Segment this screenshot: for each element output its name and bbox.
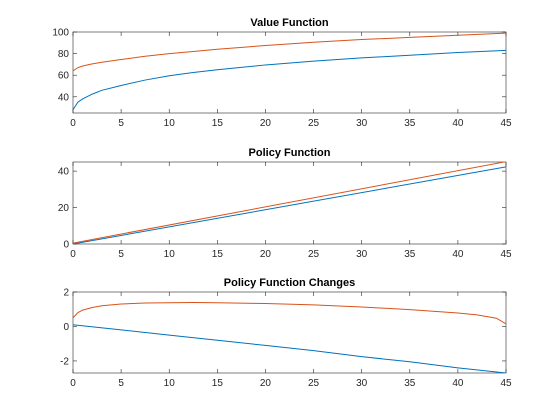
policy-function-changes-x-tick-label: 45: [500, 378, 512, 389]
value-function-series-1-line: [73, 49, 506, 111]
value-function-x-tick-label: 20: [260, 118, 272, 129]
policy-function-changes-y-tick-label: 0: [63, 322, 69, 333]
value-function-title: Value Function: [250, 17, 329, 29]
policy-function-series-1-line: [73, 166, 506, 244]
policy-function-changes-x-tick-label: 20: [260, 378, 272, 389]
value-function-x-tick-label: 40: [452, 118, 464, 129]
value-function-x-tick-label: 35: [404, 118, 416, 129]
policy-function-changes-series-1-line: [73, 324, 506, 373]
value-function-y-tick-label: 100: [52, 28, 69, 39]
value-function-axes-box: [72, 31, 507, 114]
value-function-x-tick-label: 0: [70, 118, 76, 129]
value-function-y-tick-label: 80: [58, 49, 70, 60]
policy-function-changes-x-tick-label: 15: [212, 378, 224, 389]
value-function-x-tick-label: 15: [212, 118, 224, 129]
policy-function-changes-y-tick-label: -2: [60, 356, 69, 367]
value-function-y-tick-label: 40: [58, 92, 70, 103]
policy-function-title: Policy Function: [249, 147, 331, 159]
policy-function-y-tick-label: 20: [58, 203, 70, 214]
policy-function-series-2-line: [73, 162, 506, 244]
policy-function-subplot: Policy Function 0 5 10 15 20 25 30 35 40 45 0 20 40: [58, 147, 512, 260]
policy-function-x-tick-label: 40: [452, 249, 464, 260]
value-function-x-tick-label: 45: [500, 118, 512, 129]
policy-function-x-tick-label: 30: [356, 249, 368, 260]
policy-function-y-tick-label: 0: [63, 240, 69, 251]
value-function-subplot: Value Function 0 5 10 15 20 25 30 35 40 45 40 60 80 10…: [52, 17, 512, 129]
value-function-series-2-line: [73, 32, 506, 72]
policy-function-changes-x-tick-label: 10: [164, 378, 176, 389]
value-function-x-tick-label: 10: [164, 118, 176, 129]
policy-function-changes-x-tick-label: 0: [70, 378, 76, 389]
policy-function-changes-x-tick-label: 25: [308, 378, 320, 389]
policy-function-changes-x-tick-label: 35: [404, 378, 416, 389]
policy-function-y-tick-label: 40: [58, 167, 70, 178]
policy-function-x-tick-label: 10: [164, 249, 176, 260]
policy-function-changes-title: Policy Function Changes: [224, 277, 355, 289]
policy-function-x-tick-label: 20: [260, 249, 272, 260]
value-function-x-tick-label: 25: [308, 118, 320, 129]
policy-function-changes-x-tick-label: 30: [356, 378, 368, 389]
policy-function-changes-x-tick-label: 40: [452, 378, 464, 389]
policy-function-x-tick-label: 0: [70, 249, 76, 260]
value-function-x-tick-label: 5: [118, 118, 124, 129]
value-function-y-tick-label: 60: [58, 71, 70, 82]
policy-function-x-tick-label: 5: [118, 249, 124, 260]
policy-function-changes-series-2-line: [73, 302, 506, 325]
policy-function-x-tick-label: 45: [500, 249, 512, 260]
value-function-x-tick-label: 30: [356, 118, 368, 129]
policy-function-x-tick-label: 15: [212, 249, 224, 260]
policy-function-x-tick-label: 25: [308, 249, 320, 260]
policy-function-changes-x-tick-label: 5: [118, 378, 124, 389]
policy-function-changes-y-tick-label: 2: [63, 288, 69, 299]
policy-function-x-tick-label: 35: [404, 249, 416, 260]
